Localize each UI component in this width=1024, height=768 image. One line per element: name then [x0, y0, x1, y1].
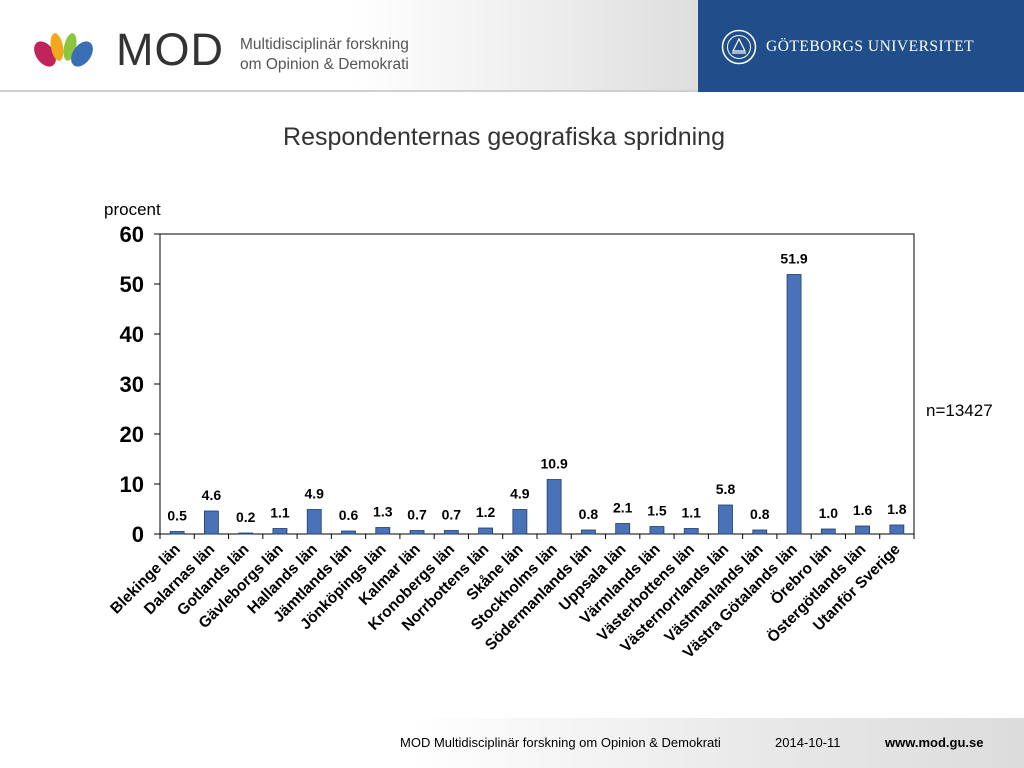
bar-20 [855, 525, 870, 535]
value-label-10: 4.9 [510, 486, 530, 502]
value-label-0: 0.5 [167, 508, 187, 524]
bar-16 [718, 504, 733, 535]
sample-size-note: n=13427 [926, 401, 993, 420]
value-label-9: 1.2 [476, 504, 496, 520]
bar-18 [786, 274, 802, 535]
bar-19 [820, 528, 836, 535]
mod-tagline-line1: Multidisciplinär forskning [240, 36, 409, 53]
y-tick-label-40: 40 [120, 322, 144, 347]
value-label-18: 51.9 [780, 251, 807, 267]
mod-tagline-line2: om Opinion & Demokrati [240, 56, 409, 73]
bar-4 [306, 509, 322, 535]
footer-date: 2014-10-11 [775, 735, 841, 750]
y-tick-label-30: 30 [120, 372, 144, 397]
slide-footer: MOD Multidisciplinär forskning om Opinio… [0, 718, 1024, 768]
bar-12 [581, 529, 596, 535]
value-label-1: 4.6 [202, 487, 222, 503]
bar-3 [272, 528, 288, 535]
value-label-4: 4.9 [304, 486, 324, 502]
value-label-19: 1.0 [819, 505, 839, 521]
bar-9 [478, 527, 493, 535]
slide-title: Respondenternas geografiska spridning [283, 123, 725, 151]
value-label-7: 0.7 [407, 507, 427, 523]
value-label-11: 10.9 [541, 456, 568, 472]
bar-0 [169, 531, 185, 535]
bar-17 [752, 529, 768, 535]
value-label-3: 1.1 [270, 505, 290, 521]
bar-1 [204, 510, 219, 535]
y-tick-label-0: 0 [132, 522, 144, 547]
bar-14 [649, 526, 665, 535]
slide-header: MOD Multidisciplinär forskning om Opinio… [0, 0, 1024, 92]
university-seal-icon [721, 29, 757, 65]
bar-5 [341, 530, 356, 535]
value-label-21: 1.8 [887, 501, 907, 517]
bar-8 [443, 530, 459, 535]
value-label-15: 1.1 [681, 505, 701, 521]
mod-flower-logo-icon [34, 33, 93, 67]
mod-tagline: Multidisciplinär forskning om Opinion & … [240, 35, 409, 75]
value-label-8: 0.7 [442, 507, 462, 523]
y-tick-label-50: 50 [120, 272, 144, 297]
value-label-14: 1.5 [647, 503, 667, 519]
bar-6 [375, 527, 391, 535]
y-tick-label-20: 20 [120, 422, 144, 447]
bar-2 [238, 532, 254, 535]
value-label-5: 0.6 [339, 507, 359, 523]
footer-url[interactable]: www.mod.gu.se [885, 735, 984, 750]
bar-21 [889, 524, 905, 535]
bar-7 [409, 530, 425, 535]
value-label-17: 0.8 [750, 506, 770, 522]
y-axis-unit-label: procent [104, 200, 161, 219]
bar-10 [512, 509, 528, 535]
mod-wordmark: MOD [116, 24, 224, 75]
footer-organization: MOD Multidisciplinär forskning om Opinio… [400, 735, 721, 750]
bar-15 [683, 528, 699, 535]
value-label-2: 0.2 [236, 509, 256, 525]
mod-logo-area [0, 0, 698, 90]
bar-11 [546, 479, 562, 535]
value-label-12: 0.8 [579, 506, 599, 522]
bar-13 [615, 523, 631, 535]
value-label-20: 1.6 [853, 502, 873, 518]
value-label-6: 1.3 [373, 504, 393, 520]
value-label-16: 5.8 [716, 481, 736, 497]
university-banner [698, 0, 1024, 92]
value-label-13: 2.1 [613, 500, 633, 516]
header-divider [0, 90, 698, 92]
y-tick-label-10: 10 [120, 472, 144, 497]
university-name: GÖTEBORGS UNIVERSITET [766, 38, 975, 55]
y-tick-label-60: 60 [120, 222, 144, 247]
